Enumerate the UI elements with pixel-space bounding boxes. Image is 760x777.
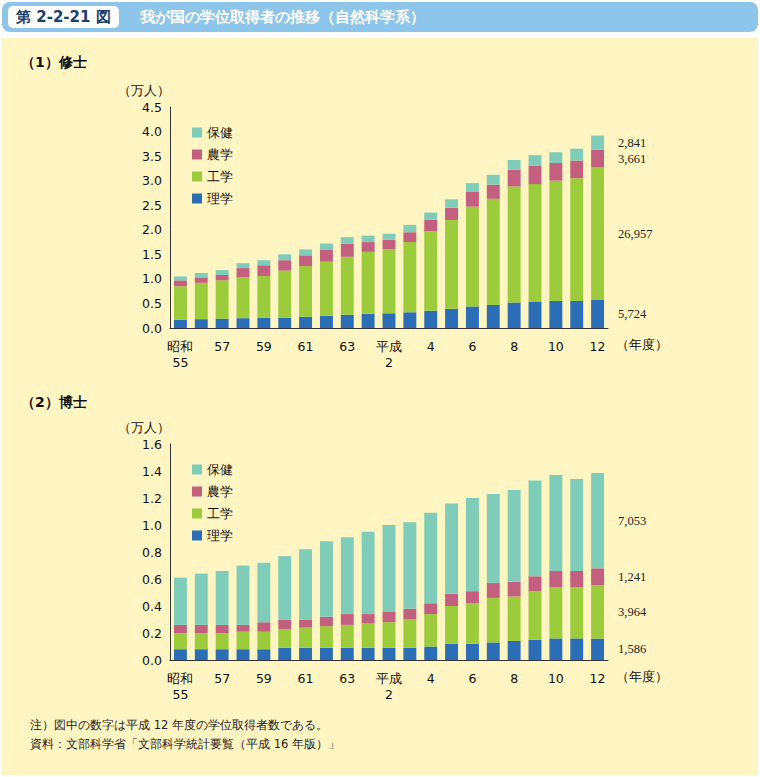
svg-text:1.5: 1.5 [142, 247, 162, 262]
svg-text:0.6: 0.6 [142, 572, 162, 587]
svg-text:7,053: 7,053 [618, 514, 646, 528]
svg-text:55: 55 [172, 355, 188, 370]
svg-text:（1）修士: （1）修士 [21, 54, 87, 70]
svg-text:3.0: 3.0 [142, 173, 162, 188]
svg-text:63: 63 [339, 671, 355, 686]
svg-text:4.0: 4.0 [142, 124, 162, 139]
svg-text:工学: 工学 [207, 506, 233, 521]
svg-text:8: 8 [510, 339, 518, 354]
svg-text:10: 10 [548, 339, 564, 354]
svg-text:2: 2 [385, 355, 393, 370]
svg-text:26,957: 26,957 [618, 227, 652, 241]
svg-text:4: 4 [427, 671, 435, 686]
svg-text:農学: 農学 [207, 484, 233, 499]
svg-text:6: 6 [468, 671, 476, 686]
svg-text:理学: 理学 [207, 528, 233, 543]
svg-text:55: 55 [172, 687, 188, 702]
html-text:注）図中の数字は平成 12 年度の学位取得者数である。: 注）図中の数字は平成 12 年度の学位取得者数である。 [30, 718, 328, 732]
svg-text:平成: 平成 [376, 671, 402, 686]
svg-text:4.5: 4.5 [142, 100, 162, 115]
svg-text:57: 57 [214, 339, 230, 354]
svg-text:理学: 理学 [207, 191, 233, 206]
svg-text:59: 59 [256, 339, 272, 354]
svg-text:0.5: 0.5 [142, 296, 162, 311]
svg-text:保健: 保健 [207, 125, 233, 140]
svg-text:6: 6 [468, 339, 476, 354]
svg-text:昭和: 昭和 [167, 339, 193, 354]
svg-text:0.2: 0.2 [142, 626, 162, 641]
svg-text:1.4: 1.4 [142, 464, 162, 479]
svg-text:保健: 保健 [207, 462, 233, 477]
svg-text:（万人）: （万人） [118, 420, 170, 435]
svg-text:1.0: 1.0 [142, 518, 162, 533]
svg-text:63: 63 [339, 339, 355, 354]
svg-text:（万人）: （万人） [118, 83, 170, 98]
svg-text:0.4: 0.4 [142, 599, 162, 614]
svg-text:2,841: 2,841 [618, 136, 646, 150]
svg-text:10: 10 [548, 671, 564, 686]
svg-text:2.5: 2.5 [142, 198, 162, 213]
svg-text:3.5: 3.5 [142, 149, 162, 164]
svg-text:（2）博士: （2）博士 [21, 394, 87, 410]
svg-text:0.0: 0.0 [142, 653, 162, 668]
svg-text:0.8: 0.8 [142, 545, 162, 560]
svg-text:昭和: 昭和 [167, 671, 193, 686]
svg-text:12: 12 [590, 339, 606, 354]
svg-text:1.6: 1.6 [142, 437, 162, 452]
svg-text:1,586: 1,586 [618, 642, 646, 656]
svg-text:工学: 工学 [207, 169, 233, 184]
svg-text:59: 59 [256, 671, 272, 686]
svg-text:61: 61 [298, 671, 314, 686]
svg-text:61: 61 [298, 339, 314, 354]
svg-text:2.0: 2.0 [142, 222, 162, 237]
svg-text:平成: 平成 [376, 339, 402, 354]
html-text:我が国の学位取得者の推移（自然科学系）: 我が国の学位取得者の推移（自然科学系） [140, 8, 425, 26]
svg-text:2: 2 [385, 687, 393, 702]
svg-text:3,964: 3,964 [618, 605, 647, 619]
svg-text:1.2: 1.2 [142, 491, 162, 506]
svg-text:4: 4 [427, 339, 435, 354]
svg-text:57: 57 [214, 671, 230, 686]
svg-text:1.0: 1.0 [142, 271, 162, 286]
html-text:第 2-2-21 図: 第 2-2-21 図 [16, 8, 111, 26]
svg-text:農学: 農学 [207, 147, 233, 162]
svg-text:5,724: 5,724 [618, 307, 647, 321]
svg-text:0.0: 0.0 [142, 321, 162, 336]
html-text:資料：文部科学省「文部科学統計要覧（平成 16 年版）」: 資料：文部科学省「文部科学統計要覧（平成 16 年版）」 [30, 737, 340, 751]
svg-text:12: 12 [590, 671, 606, 686]
svg-text:1,241: 1,241 [618, 570, 646, 584]
svg-text:（年度）: （年度） [616, 669, 668, 684]
svg-text:（年度）: （年度） [616, 337, 668, 352]
svg-text:8: 8 [510, 671, 518, 686]
svg-text:3,661: 3,661 [618, 152, 646, 166]
